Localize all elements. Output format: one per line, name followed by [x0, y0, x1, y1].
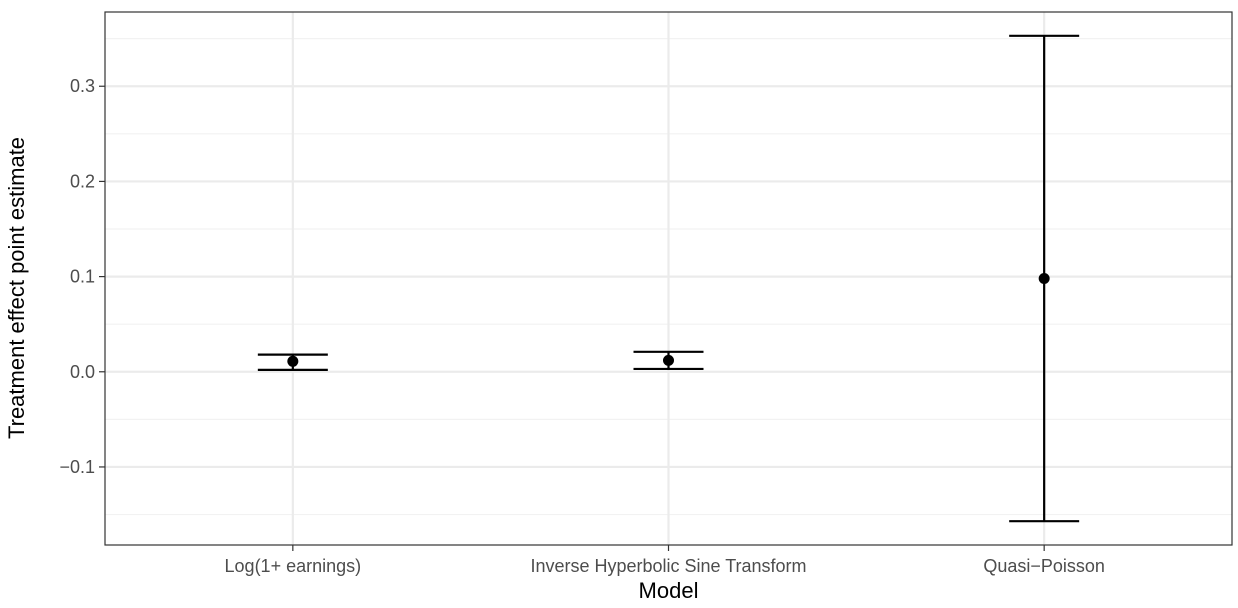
- y-tick-label: 0.0: [70, 362, 95, 382]
- point-estimate: [1038, 273, 1050, 284]
- x-axis-title: Model: [638, 578, 699, 603]
- error-bar-series: [257, 34, 1080, 523]
- error-bar: [633, 350, 704, 371]
- point-estimate: [663, 354, 674, 366]
- major-gridlines: [105, 12, 1232, 545]
- y-tick-label: 0.1: [70, 267, 95, 287]
- y-tick-label: 0.2: [70, 171, 95, 191]
- x-tick-label: Log(1+ earnings): [225, 556, 362, 576]
- error-bar: [1009, 34, 1080, 523]
- error-bar: [257, 353, 328, 371]
- x-tick-label: Quasi−Poisson: [983, 556, 1105, 576]
- x-tick-label: Inverse Hyperbolic Sine Transform: [530, 556, 806, 576]
- y-axis: −0.1 0.0 0.1 0.2 0.3: [59, 76, 105, 477]
- x-axis: Log(1+ earnings) Inverse Hyperbolic Sine …: [225, 545, 1105, 576]
- point-estimate: [287, 355, 299, 367]
- y-tick-label: −0.1: [59, 457, 95, 477]
- y-tick-label: 0.3: [70, 76, 95, 96]
- y-axis-title: Treatment effect point estimate: [4, 136, 29, 440]
